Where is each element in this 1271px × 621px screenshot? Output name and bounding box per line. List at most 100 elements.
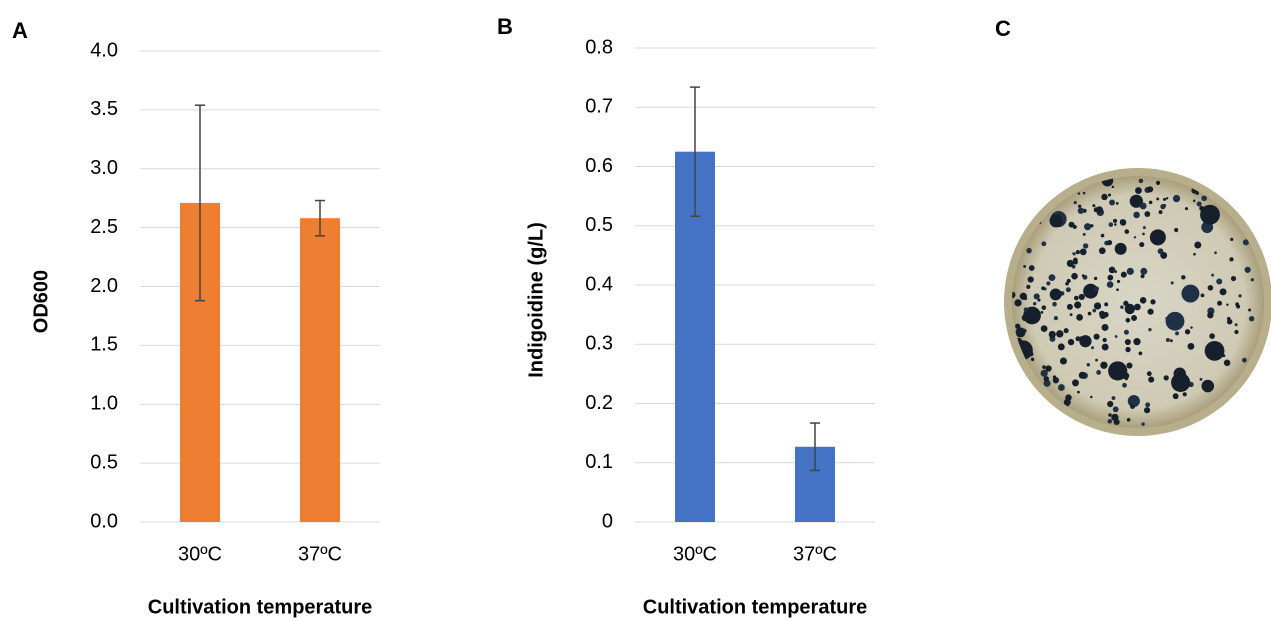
colony bbox=[1148, 200, 1153, 205]
colony bbox=[1043, 379, 1051, 387]
colony bbox=[1184, 207, 1189, 211]
colony bbox=[1023, 313, 1030, 319]
colony bbox=[1162, 197, 1167, 201]
colony bbox=[1216, 354, 1220, 358]
colony bbox=[1170, 281, 1174, 285]
colony bbox=[1082, 191, 1086, 195]
colony bbox=[1049, 288, 1062, 301]
colony bbox=[1139, 202, 1147, 210]
colony bbox=[1223, 359, 1231, 367]
colony bbox=[1130, 404, 1135, 409]
colony bbox=[1065, 281, 1069, 286]
colony bbox=[1066, 278, 1071, 283]
colony bbox=[1023, 265, 1027, 268]
error-bar bbox=[810, 422, 820, 472]
colony bbox=[1012, 291, 1016, 299]
colony bbox=[1106, 281, 1114, 288]
y-tick-label: 0.6 bbox=[585, 155, 613, 177]
colony bbox=[1083, 283, 1099, 299]
colony bbox=[1207, 312, 1214, 319]
colony bbox=[1133, 236, 1137, 239]
colony bbox=[1057, 384, 1065, 391]
colony bbox=[1109, 199, 1116, 206]
colony bbox=[1140, 274, 1145, 279]
colony bbox=[1041, 241, 1047, 247]
colony bbox=[1111, 185, 1115, 189]
colony bbox=[1135, 187, 1142, 194]
colony bbox=[1101, 343, 1109, 351]
colony bbox=[1200, 293, 1205, 298]
colony bbox=[1113, 376, 1117, 380]
colony bbox=[1201, 195, 1207, 202]
colony bbox=[1217, 300, 1223, 306]
colony bbox=[1040, 369, 1048, 377]
colony bbox=[1056, 330, 1064, 338]
colony bbox=[1090, 224, 1094, 228]
colony bbox=[1101, 323, 1109, 331]
colony bbox=[1209, 333, 1215, 339]
y-tick-label: 0.1 bbox=[585, 451, 613, 473]
colony bbox=[1132, 195, 1137, 200]
colony bbox=[1142, 232, 1145, 236]
colony bbox=[1075, 336, 1081, 342]
colony bbox=[1139, 241, 1145, 248]
colony bbox=[1133, 211, 1140, 219]
colony bbox=[1187, 342, 1195, 350]
colony bbox=[1116, 288, 1119, 292]
colony bbox=[1081, 274, 1085, 277]
colony bbox=[1236, 304, 1241, 309]
colony bbox=[1226, 318, 1233, 325]
colony bbox=[1030, 357, 1035, 362]
colony bbox=[1193, 252, 1196, 256]
colony bbox=[1165, 196, 1169, 200]
colony bbox=[1126, 267, 1134, 275]
colony bbox=[1111, 396, 1116, 400]
colony bbox=[1042, 365, 1046, 369]
colony bbox=[1160, 203, 1166, 210]
y-axis-title: OD600 bbox=[30, 270, 52, 333]
colony bbox=[1023, 307, 1029, 312]
colony bbox=[1131, 315, 1138, 321]
colony bbox=[1045, 365, 1052, 372]
colony bbox=[1084, 223, 1092, 231]
colony bbox=[1095, 358, 1098, 362]
colony bbox=[1073, 295, 1079, 301]
y-tick-label: 0.5 bbox=[90, 451, 118, 473]
colony bbox=[1076, 313, 1083, 321]
colony bbox=[1214, 251, 1217, 255]
colony bbox=[1096, 370, 1102, 375]
colony bbox=[1075, 250, 1081, 255]
colony bbox=[1102, 337, 1107, 343]
y-axis-title: Indigoidine (g/L) bbox=[525, 222, 547, 378]
colony bbox=[1148, 376, 1155, 383]
x-axis-title: Cultivation temperature bbox=[643, 596, 867, 618]
x-axis-title: Cultivation temperature bbox=[148, 596, 372, 618]
y-tick-label: 3.5 bbox=[90, 98, 118, 120]
colony bbox=[1147, 308, 1154, 315]
colony bbox=[1057, 343, 1065, 351]
colony bbox=[1092, 204, 1096, 208]
colony bbox=[1115, 202, 1119, 205]
colony bbox=[1059, 357, 1067, 365]
colony bbox=[1023, 306, 1041, 325]
colony bbox=[1028, 265, 1035, 271]
colony bbox=[1093, 207, 1099, 213]
colony bbox=[1026, 284, 1031, 289]
colony bbox=[1114, 242, 1127, 255]
colony bbox=[1019, 292, 1027, 300]
colony bbox=[1078, 371, 1086, 379]
colony bbox=[1209, 347, 1216, 354]
colony bbox=[1124, 376, 1129, 381]
colony bbox=[1102, 311, 1109, 318]
colony bbox=[1157, 248, 1164, 255]
colony bbox=[1230, 275, 1237, 282]
colony bbox=[1108, 266, 1116, 274]
colony bbox=[1107, 193, 1112, 197]
colony bbox=[1250, 278, 1254, 282]
colony bbox=[1175, 331, 1180, 336]
colony bbox=[1086, 363, 1091, 367]
colony bbox=[1063, 328, 1069, 334]
colony bbox=[1184, 329, 1191, 335]
y-tick-label: 0.8 bbox=[585, 36, 613, 58]
colony bbox=[1052, 301, 1057, 307]
